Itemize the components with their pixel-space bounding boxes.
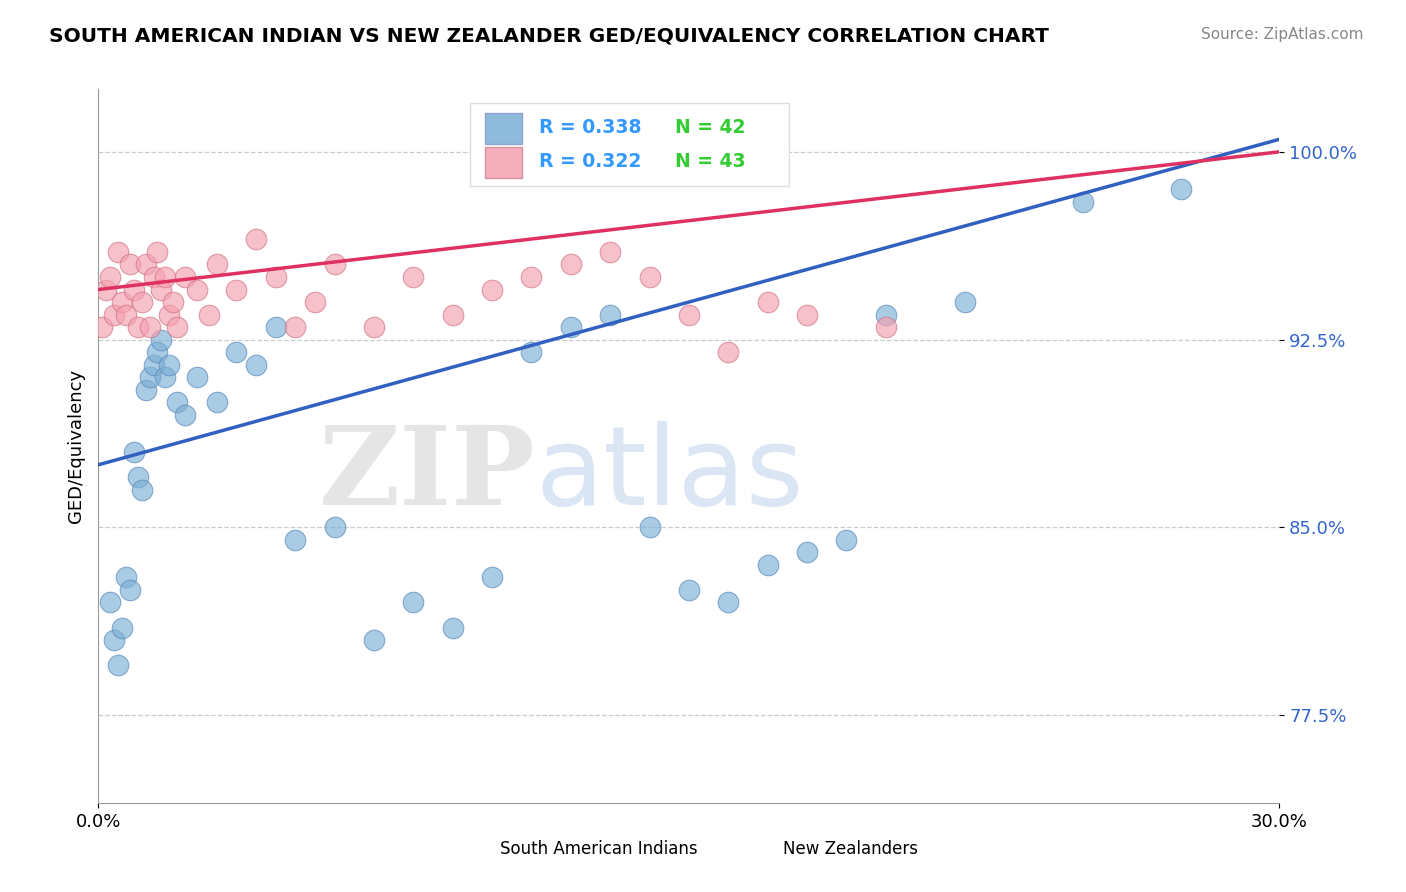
Point bbox=[363, 320, 385, 334]
Point bbox=[122, 283, 145, 297]
Point bbox=[131, 295, 153, 310]
Point bbox=[323, 257, 346, 271]
Point bbox=[157, 308, 180, 322]
Point bbox=[304, 295, 326, 310]
Point bbox=[166, 395, 188, 409]
Point bbox=[441, 308, 464, 322]
Point bbox=[142, 358, 165, 372]
Point bbox=[560, 320, 582, 334]
Point bbox=[875, 308, 897, 322]
Point bbox=[135, 257, 157, 271]
Point bbox=[717, 345, 740, 359]
Point bbox=[138, 370, 160, 384]
Point bbox=[150, 283, 173, 297]
Point bbox=[717, 595, 740, 609]
Point bbox=[135, 383, 157, 397]
Point bbox=[186, 370, 208, 384]
Point bbox=[756, 295, 779, 310]
Point bbox=[875, 320, 897, 334]
Point bbox=[174, 270, 197, 285]
Point bbox=[264, 320, 287, 334]
Point bbox=[186, 283, 208, 297]
Point bbox=[638, 520, 661, 534]
Point bbox=[155, 370, 177, 384]
Point bbox=[122, 445, 145, 459]
Point bbox=[138, 320, 160, 334]
Point bbox=[481, 283, 503, 297]
Point bbox=[264, 270, 287, 285]
Text: New Zealanders: New Zealanders bbox=[783, 840, 918, 858]
Point bbox=[441, 621, 464, 635]
Point bbox=[599, 308, 621, 322]
Point bbox=[953, 295, 976, 310]
Point bbox=[162, 295, 184, 310]
Point bbox=[245, 358, 267, 372]
Point bbox=[157, 358, 180, 372]
Point bbox=[402, 270, 425, 285]
Point bbox=[127, 470, 149, 484]
Point bbox=[205, 395, 228, 409]
Text: South American Indians: South American Indians bbox=[501, 840, 697, 858]
Point bbox=[796, 308, 818, 322]
Point bbox=[225, 345, 247, 359]
Point bbox=[118, 582, 141, 597]
Point bbox=[225, 283, 247, 297]
Point bbox=[155, 270, 177, 285]
Point bbox=[98, 270, 121, 285]
Point bbox=[103, 633, 125, 648]
Point bbox=[127, 320, 149, 334]
Point bbox=[150, 333, 173, 347]
Point bbox=[678, 582, 700, 597]
Point bbox=[174, 408, 197, 422]
Point bbox=[205, 257, 228, 271]
Point bbox=[402, 595, 425, 609]
Point bbox=[107, 658, 129, 673]
Text: atlas: atlas bbox=[536, 421, 804, 528]
Point bbox=[111, 621, 134, 635]
Point bbox=[835, 533, 858, 547]
Point bbox=[107, 244, 129, 259]
Point bbox=[1071, 194, 1094, 209]
Bar bbox=[485, 112, 523, 145]
Point bbox=[118, 257, 141, 271]
Point bbox=[481, 570, 503, 584]
Bar bbox=[485, 147, 523, 178]
Y-axis label: GED/Equivalency: GED/Equivalency bbox=[66, 369, 84, 523]
Point bbox=[142, 270, 165, 285]
Point bbox=[756, 558, 779, 572]
Point bbox=[363, 633, 385, 648]
Point bbox=[115, 308, 138, 322]
Text: R = 0.322: R = 0.322 bbox=[538, 153, 641, 171]
Point bbox=[520, 345, 543, 359]
Text: N = 42: N = 42 bbox=[675, 118, 745, 136]
Point bbox=[131, 483, 153, 497]
Point bbox=[323, 520, 346, 534]
Point bbox=[284, 533, 307, 547]
Point bbox=[115, 570, 138, 584]
Point bbox=[1170, 182, 1192, 196]
Point bbox=[166, 320, 188, 334]
Point bbox=[678, 308, 700, 322]
Text: ZIP: ZIP bbox=[319, 421, 536, 528]
Text: N = 43: N = 43 bbox=[675, 153, 745, 171]
Text: R = 0.338: R = 0.338 bbox=[538, 118, 641, 136]
Point bbox=[284, 320, 307, 334]
Point bbox=[146, 345, 169, 359]
Point bbox=[98, 595, 121, 609]
Point bbox=[111, 295, 134, 310]
Point bbox=[146, 244, 169, 259]
Point bbox=[520, 270, 543, 285]
Point bbox=[560, 257, 582, 271]
FancyBboxPatch shape bbox=[471, 103, 789, 186]
Point bbox=[796, 545, 818, 559]
Point bbox=[96, 283, 118, 297]
Text: Source: ZipAtlas.com: Source: ZipAtlas.com bbox=[1201, 27, 1364, 42]
Point bbox=[638, 270, 661, 285]
Point bbox=[197, 308, 219, 322]
Point bbox=[91, 320, 114, 334]
Point bbox=[599, 244, 621, 259]
Point bbox=[245, 232, 267, 246]
Point bbox=[103, 308, 125, 322]
Text: SOUTH AMERICAN INDIAN VS NEW ZEALANDER GED/EQUIVALENCY CORRELATION CHART: SOUTH AMERICAN INDIAN VS NEW ZEALANDER G… bbox=[49, 27, 1049, 45]
